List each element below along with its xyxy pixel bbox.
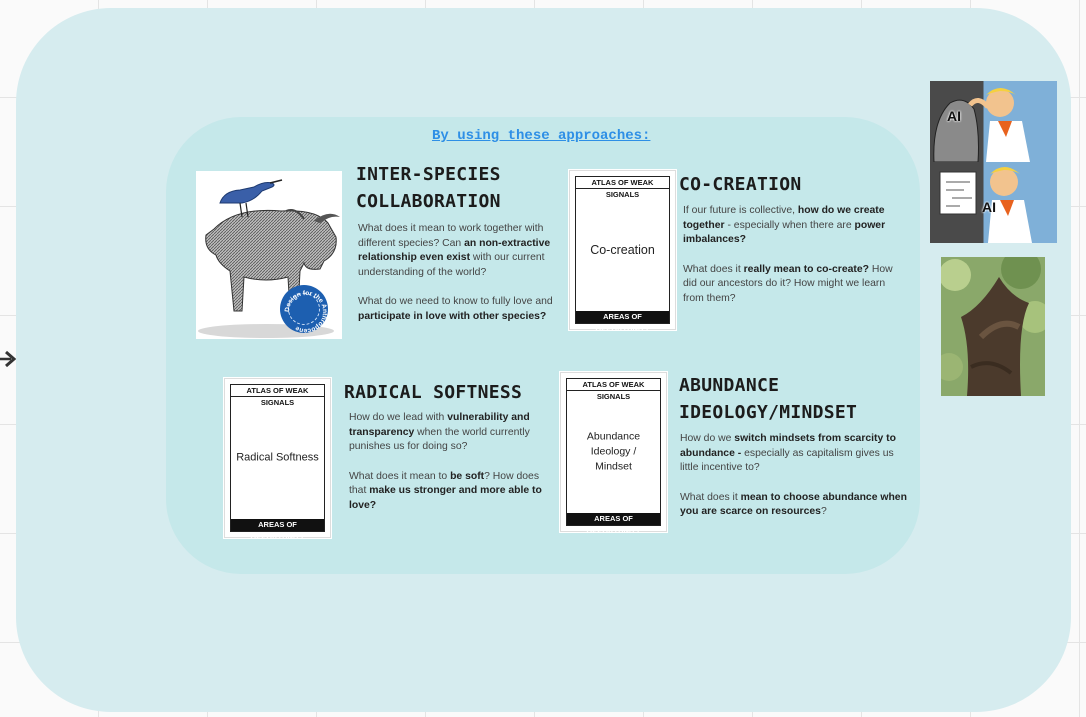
abundance-title[interactable]: ABUNDANCE IDEOLOGY/MINDSET	[679, 372, 857, 426]
meme-panel-top: AI	[930, 81, 1057, 163]
interspecies-paragraph-2: What do we need to know to fully love an…	[358, 295, 556, 324]
seal-ring	[288, 293, 320, 325]
interspecies-title-line1: INTER-SPECIES	[356, 164, 501, 185]
approaches-heading[interactable]: By using these approaches:	[432, 128, 651, 144]
text-run: How did our ancestors do it? How might w…	[683, 263, 893, 304]
text-run-bold: vulnerability and transparency	[349, 412, 530, 438]
meme-panel-bottom: AI	[930, 162, 1057, 243]
seal-text-icon: Design for the Anthropocene	[284, 290, 328, 334]
interspecies-title[interactable]: INTER-SPECIES COLLABORATION	[356, 161, 501, 215]
interspecies-body[interactable]: What does it mean to work together with …	[358, 222, 556, 340]
text-run-bold: be soft	[450, 470, 485, 482]
card-header: ATLAS OF WEAK SIGNALS	[567, 379, 660, 401]
cocreation-paragraph-1: If our future is collective, how do we c…	[683, 204, 905, 248]
svg-text:Design for the Anthropocene: Design for the Anthropocene	[284, 290, 328, 334]
text-run: What does it	[680, 491, 741, 503]
card-header: ATLAS OF WEAK SIGNALS	[576, 177, 669, 199]
text-run: ? How does that	[349, 470, 540, 497]
card-frame: ATLAS OF WEAK SIGNALS Co-creation AREAS …	[575, 176, 670, 333]
abundance-paragraph-2: What does it mean to choose abundance wh…	[680, 491, 908, 520]
tree-photo[interactable]	[941, 257, 1045, 396]
anthropocene-seal	[280, 285, 328, 333]
abundance-paragraph-1: How do we switch mindsets from scarcity …	[680, 432, 908, 476]
text-run-bold: participate in love with other species?	[358, 310, 547, 322]
text-run: How do we	[680, 433, 735, 444]
cocreation-title[interactable]: CO-CREATION	[679, 174, 802, 195]
cocreation-paragraph-2: What does it really mean to co-create? H…	[683, 263, 905, 307]
unmasking-meme-image[interactable]: AI AI	[930, 81, 1057, 243]
interspecies-paragraph-1: What does it mean to work together with …	[358, 222, 556, 280]
text-run-bold: switch mindsets from scarcity to abundan…	[680, 433, 896, 459]
text-run-bold: how do we create together	[683, 205, 885, 231]
card-footer: AREAS OF OPPORTUNITY	[576, 311, 669, 333]
text-run: especially as capitalism gives us little…	[680, 447, 894, 474]
softness-card[interactable]: ATLAS OF WEAK SIGNALS Radical Softness A…	[224, 378, 331, 541]
bird-icon	[219, 179, 283, 218]
softness-paragraph-2: What does it mean to be soft? How does t…	[349, 470, 549, 514]
abundance-title-line1: ABUNDANCE	[679, 375, 780, 396]
unmasked-figure-icon	[939, 167, 1032, 243]
cocreation-card-label: Co-creation	[590, 243, 655, 257]
card-frame: ATLAS OF WEAK SIGNALS Radical Softness A…	[230, 384, 325, 541]
softness-paragraph-1: How do we lead with vulnerability and tr…	[349, 411, 549, 455]
text-run: when the world currently punishes us for…	[349, 426, 530, 453]
text-run-bold: really mean to co-create?	[743, 263, 869, 275]
meme-ai-label-top: AI	[947, 108, 961, 124]
ghost-figure-icon	[933, 88, 1030, 163]
text-run: ?	[820, 506, 827, 518]
tree-icon	[941, 257, 1045, 396]
text-run-bold: make us stronger and more able to love?	[349, 485, 542, 511]
text-run: What does it	[683, 263, 744, 275]
text-run-bold: mean to choose abundance when you are sc…	[680, 491, 907, 518]
text-run: with our current understanding of the wo…	[358, 252, 545, 278]
interspecies-title-line2: COLLABORATION	[356, 191, 501, 212]
text-run: - especially when there are	[724, 219, 855, 231]
card-footer: AREAS OF OPPORTUNITY	[231, 519, 324, 541]
softness-body[interactable]: How do we lead with vulnerability and tr…	[349, 411, 549, 529]
abundance-title-line2: IDEOLOGY/MINDSET	[679, 402, 858, 423]
text-run: How do we lead with	[349, 412, 448, 423]
card-frame: ATLAS OF WEAK SIGNALS Abundance Ideology…	[566, 378, 661, 535]
abundance-card[interactable]: ATLAS OF WEAK SIGNALS Abundance Ideology…	[560, 372, 667, 535]
softness-card-label: Radical Softness	[236, 451, 319, 464]
abundance-body[interactable]: How do we switch mindsets from scarcity …	[680, 432, 908, 535]
softness-title[interactable]: RADICAL SOFTNESS	[344, 382, 523, 403]
text-run: If our future is collective,	[683, 205, 798, 216]
connector-arrow-icon[interactable]	[0, 350, 16, 368]
text-run: What does it mean to work together with …	[358, 223, 544, 249]
buffalo-bird-illustration[interactable]	[196, 171, 342, 339]
abundance-card-label: Abundance Ideology / Mindset	[586, 430, 641, 473]
cocreation-body[interactable]: If our future is collective, how do we c…	[683, 204, 905, 322]
text-run-bold: an non-extractive relationship even exis…	[358, 237, 551, 264]
cocreation-card[interactable]: ATLAS OF WEAK SIGNALS Co-creation AREAS …	[569, 170, 676, 333]
card-header: ATLAS OF WEAK SIGNALS	[231, 385, 324, 407]
seal-text: Design for the Anthropocene	[284, 290, 328, 334]
card-footer: AREAS OF OPPORTUNITY	[567, 513, 660, 535]
text-run: What does it mean to	[349, 470, 451, 482]
text-run-bold: power imbalances?	[683, 219, 886, 246]
text-run: What do we need to know to fully love an…	[358, 296, 553, 308]
meme-ai-label-bottom: AI	[982, 199, 996, 215]
